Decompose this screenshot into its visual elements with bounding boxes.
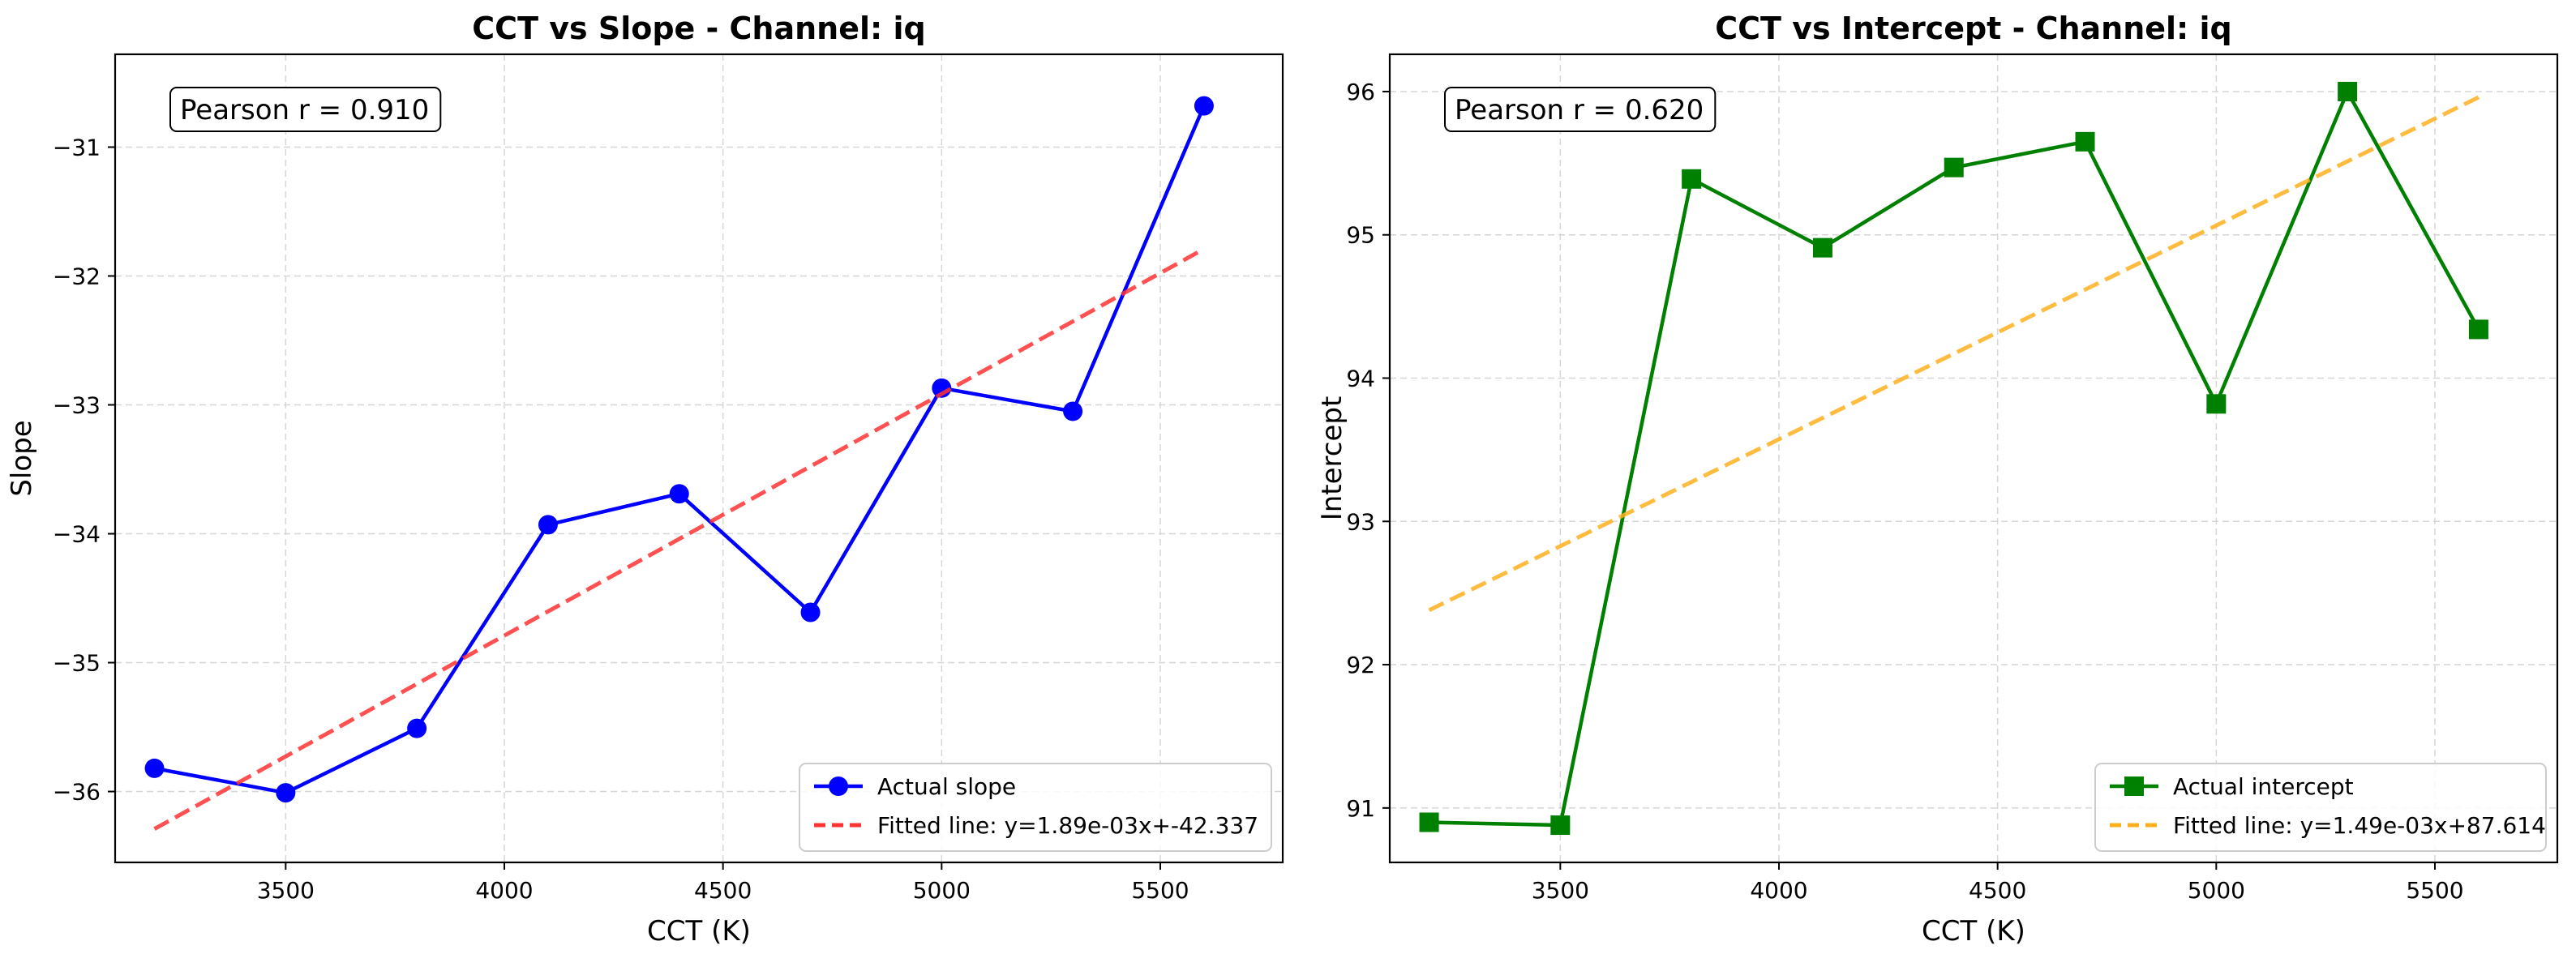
axes-frame bbox=[1388, 53, 2559, 864]
x-tick-label: 3500 bbox=[257, 877, 315, 904]
y-tick-label: −34 bbox=[53, 521, 101, 548]
data-point bbox=[1063, 401, 1083, 421]
pearson-annotation-box bbox=[1444, 87, 1717, 132]
data-point bbox=[669, 484, 689, 504]
fitted-line bbox=[1428, 95, 2480, 613]
x-tick-label: 4000 bbox=[1750, 877, 1807, 904]
chart-panel-1: 3500 4000 4500 5000 5500 −36 −35 −34 −33 −32 −31 CC… bbox=[6, 11, 1284, 948]
data-point bbox=[2468, 319, 2488, 340]
data-point bbox=[1550, 815, 1571, 836]
x-axis-label: CCT (K) bbox=[1922, 915, 2025, 948]
data-point bbox=[538, 515, 558, 535]
y-tick-label: 91 bbox=[1346, 795, 1375, 822]
y-tick-label: 95 bbox=[1346, 222, 1375, 249]
plot-area bbox=[1390, 54, 2557, 862]
y-tick-label: −33 bbox=[53, 392, 101, 419]
legend-marker bbox=[2124, 776, 2144, 796]
y-tick-label: −31 bbox=[53, 134, 101, 160]
y-tick-label: 94 bbox=[1346, 366, 1375, 392]
plot-area bbox=[115, 54, 1283, 862]
legend-entry: Actual intercept bbox=[2173, 773, 2354, 800]
legend-entry: Actual slope bbox=[877, 773, 1016, 800]
y-tick-label: 93 bbox=[1346, 508, 1375, 535]
chart-panel-2: 3500 4000 4500 5000 5500 91 92 93 94 95 96 CCT vs I… bbox=[1316, 11, 2559, 948]
x-tick-label: 5500 bbox=[2406, 877, 2463, 904]
legend: Actual slope Fitted line: y=1.89e-03x+-42… bbox=[799, 763, 1272, 852]
fitted-line bbox=[153, 246, 1206, 831]
y-axis-label: Slope bbox=[6, 420, 38, 496]
pearson-annotation: Pearson r = 0.910 bbox=[180, 94, 429, 126]
legend-frame bbox=[2094, 763, 2547, 852]
data-point bbox=[276, 783, 296, 803]
y-tick-label: 96 bbox=[1346, 79, 1375, 105]
x-tick-label: 5000 bbox=[2188, 877, 2245, 904]
x-tick-label: 5000 bbox=[913, 877, 971, 904]
pearson-annotation-box bbox=[169, 87, 442, 132]
data-point bbox=[407, 718, 427, 738]
data-point bbox=[1682, 169, 1702, 189]
data-point bbox=[2075, 131, 2095, 152]
x-tick-label: 4500 bbox=[694, 877, 752, 904]
x-tick-label: 5500 bbox=[1131, 877, 1189, 904]
x-tick-label: 3500 bbox=[1532, 877, 1589, 904]
y-tick-label: 92 bbox=[1346, 652, 1375, 678]
data-point bbox=[1812, 237, 1832, 258]
x-tick-label: 4000 bbox=[475, 877, 533, 904]
legend: Actual intercept Fitted line: y=1.49e-03x… bbox=[2094, 763, 2547, 852]
y-tick-label: −32 bbox=[53, 263, 101, 289]
x-axis-label: CCT (K) bbox=[647, 915, 751, 948]
chart-title: CCT vs Slope - Channel: iq bbox=[472, 11, 925, 46]
legend-entry: Fitted line: y=1.49e-03x+87.614 bbox=[2173, 812, 2546, 839]
legend-marker bbox=[829, 776, 848, 796]
y-tick-label: −36 bbox=[53, 779, 101, 806]
x-tick-label: 4500 bbox=[1969, 877, 2026, 904]
chart-title: CCT vs Intercept - Channel: iq bbox=[1715, 11, 2231, 46]
y-tick-label: −35 bbox=[53, 650, 101, 677]
data-point bbox=[800, 602, 821, 622]
data-point bbox=[1194, 96, 1214, 116]
data-point bbox=[144, 758, 165, 778]
y-axis-label: Intercept bbox=[1316, 396, 1348, 521]
data-point bbox=[2206, 394, 2227, 414]
axes-frame bbox=[114, 53, 1284, 864]
legend-frame bbox=[799, 763, 1272, 852]
pearson-annotation: Pearson r = 0.620 bbox=[1455, 94, 1704, 126]
legend-entry: Fitted line: y=1.89e-03x+-42.337 bbox=[877, 812, 1258, 839]
data-point bbox=[1419, 812, 1439, 832]
data-point bbox=[2338, 81, 2358, 101]
data-point bbox=[1944, 157, 1964, 178]
